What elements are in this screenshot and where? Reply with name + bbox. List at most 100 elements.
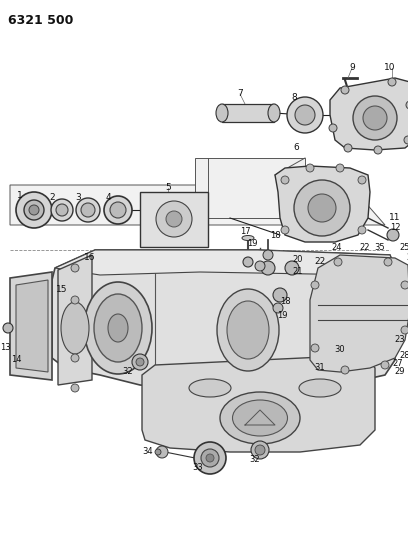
Circle shape: [155, 449, 161, 455]
Circle shape: [387, 229, 399, 241]
Text: 20: 20: [293, 255, 303, 264]
Text: 5: 5: [165, 183, 171, 192]
Circle shape: [285, 261, 299, 275]
Text: 10: 10: [384, 63, 396, 72]
Ellipse shape: [94, 294, 142, 362]
Circle shape: [329, 124, 337, 132]
Circle shape: [136, 358, 144, 366]
Circle shape: [71, 354, 79, 362]
Text: 18: 18: [280, 297, 290, 306]
Text: 22: 22: [315, 257, 326, 266]
Circle shape: [156, 446, 168, 458]
Ellipse shape: [216, 104, 228, 122]
Circle shape: [406, 101, 408, 109]
Text: 6: 6: [293, 143, 299, 152]
Ellipse shape: [108, 314, 128, 342]
Circle shape: [363, 106, 387, 130]
Text: 33: 33: [193, 464, 203, 472]
Circle shape: [401, 326, 408, 334]
Circle shape: [358, 226, 366, 234]
Circle shape: [132, 354, 148, 370]
Polygon shape: [16, 280, 48, 372]
Text: 26: 26: [407, 254, 408, 262]
Bar: [222, 104, 274, 122]
Ellipse shape: [299, 379, 341, 397]
Text: 12: 12: [390, 223, 400, 232]
Circle shape: [311, 281, 319, 289]
Text: 31: 31: [315, 364, 325, 373]
Circle shape: [3, 323, 13, 333]
Circle shape: [194, 442, 226, 474]
Ellipse shape: [242, 236, 254, 240]
Circle shape: [16, 192, 52, 228]
Circle shape: [263, 250, 273, 260]
Text: 11: 11: [389, 214, 401, 222]
Circle shape: [281, 226, 289, 234]
Circle shape: [401, 281, 408, 289]
Text: 13: 13: [0, 343, 10, 352]
Ellipse shape: [217, 289, 279, 371]
Circle shape: [81, 203, 95, 217]
Circle shape: [251, 441, 269, 459]
Circle shape: [294, 180, 350, 236]
Circle shape: [287, 97, 323, 133]
Circle shape: [166, 211, 182, 227]
Text: 29: 29: [395, 367, 405, 376]
Circle shape: [374, 146, 382, 154]
Circle shape: [76, 198, 100, 222]
Circle shape: [311, 344, 319, 352]
Text: 22: 22: [360, 243, 370, 252]
Circle shape: [104, 196, 132, 224]
Circle shape: [255, 261, 265, 271]
Circle shape: [201, 449, 219, 467]
Text: 8: 8: [291, 93, 297, 101]
Circle shape: [71, 384, 79, 392]
Text: 15: 15: [56, 286, 68, 295]
Ellipse shape: [189, 379, 231, 397]
Polygon shape: [10, 272, 52, 380]
Circle shape: [353, 96, 397, 140]
Polygon shape: [142, 355, 375, 452]
Ellipse shape: [268, 104, 280, 122]
Circle shape: [341, 366, 349, 374]
Polygon shape: [52, 250, 395, 392]
Text: 24: 24: [332, 243, 342, 252]
Circle shape: [404, 136, 408, 144]
Circle shape: [334, 258, 342, 266]
Circle shape: [388, 78, 396, 86]
Text: 32: 32: [250, 456, 260, 464]
Polygon shape: [10, 185, 385, 225]
Text: 2: 2: [49, 192, 55, 201]
Circle shape: [308, 194, 336, 222]
Polygon shape: [330, 78, 408, 150]
Circle shape: [273, 288, 287, 302]
Text: 19: 19: [247, 239, 257, 248]
Text: 21: 21: [293, 268, 303, 277]
Text: 25: 25: [400, 244, 408, 253]
Text: 30: 30: [335, 345, 345, 354]
Text: 32: 32: [123, 367, 133, 376]
Circle shape: [255, 445, 265, 455]
Polygon shape: [275, 166, 370, 242]
Text: 7: 7: [237, 90, 243, 99]
Text: 19: 19: [277, 311, 287, 319]
Text: 18: 18: [270, 230, 280, 239]
Text: 23: 23: [395, 335, 405, 344]
Circle shape: [71, 264, 79, 272]
Text: 28: 28: [400, 351, 408, 359]
Text: 3: 3: [75, 192, 81, 201]
Polygon shape: [310, 255, 408, 372]
Circle shape: [384, 258, 392, 266]
Circle shape: [243, 257, 253, 267]
Polygon shape: [55, 250, 395, 275]
Ellipse shape: [233, 400, 288, 436]
Text: 16: 16: [84, 254, 96, 262]
Text: 6321 500: 6321 500: [8, 14, 73, 27]
Text: 9: 9: [349, 63, 355, 72]
Circle shape: [29, 205, 39, 215]
Ellipse shape: [84, 282, 152, 374]
Text: 34: 34: [143, 448, 153, 456]
Circle shape: [110, 202, 126, 218]
Circle shape: [56, 204, 68, 216]
Ellipse shape: [220, 392, 300, 444]
